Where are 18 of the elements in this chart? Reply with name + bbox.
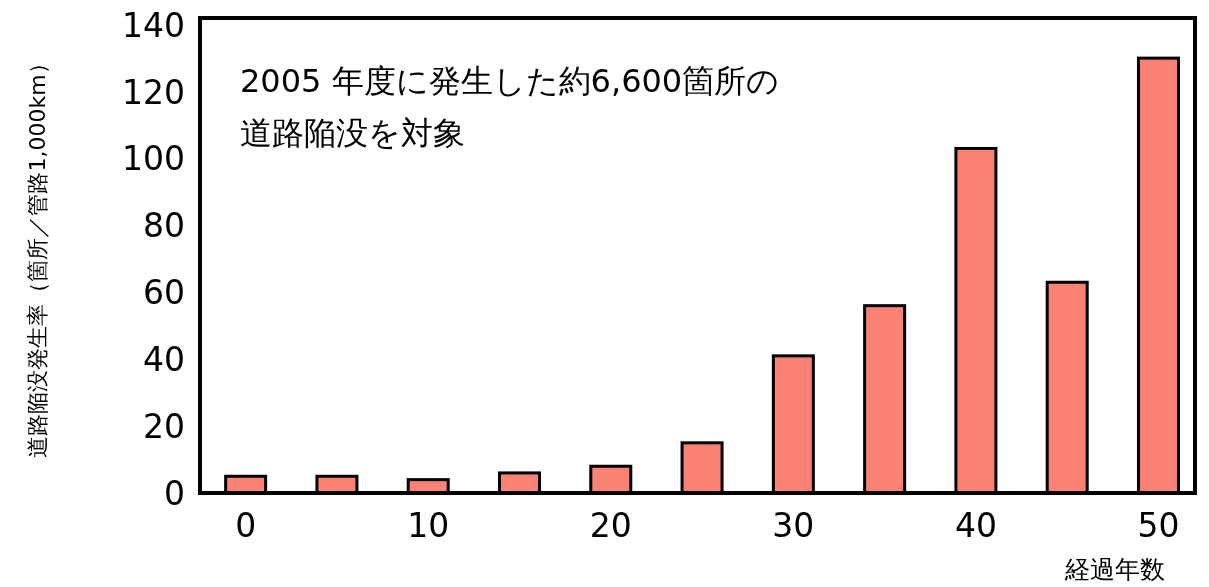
y-tick-label: 20 [143, 407, 185, 447]
annotation: 道路陥没を対象 [240, 114, 465, 152]
x-tick-label: 0 [235, 506, 257, 545]
x-axis-title: 経過年数 [1064, 555, 1165, 584]
y-axis-title: 道路陥没発生率（箇所／管路1,000km） [25, 52, 50, 458]
annotation: 2005 年度に発生した約6,600箇所の [240, 62, 780, 100]
x-tick-label: 30 [772, 506, 815, 545]
y-tick-label: 0 [164, 474, 185, 513]
y-tick-label: 80 [143, 206, 185, 246]
x-tick-label: 20 [589, 506, 632, 545]
y-tick-label: 140 [122, 5, 185, 45]
y-tick-label: 120 [122, 72, 185, 112]
x-tick-label: 40 [954, 506, 997, 545]
y-tick-label: 40 [143, 340, 185, 380]
y-tick-label: 100 [122, 139, 185, 179]
x-tick-label: 10 [407, 506, 450, 545]
y-tick-label: 60 [143, 273, 185, 313]
x-tick-label: 50 [1137, 506, 1180, 545]
